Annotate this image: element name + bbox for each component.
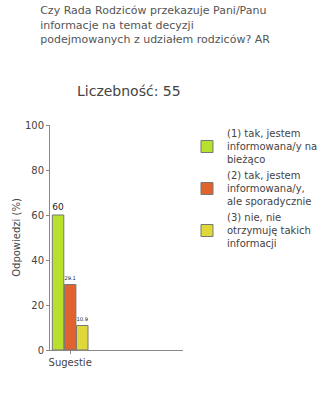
- svg-text:Sugestie: Sugestie: [49, 357, 92, 368]
- svg-text:(2) tak, jesteminformowana/y,a: (2) tak, jesteminformowana/y,ale sporady…: [227, 170, 311, 207]
- svg-text:10.9: 10.9: [77, 316, 88, 322]
- svg-text:(1) tak, jesteminformowana/y n: (1) tak, jesteminformowana/y nabieżąco: [227, 128, 317, 165]
- svg-text:0: 0: [38, 345, 44, 356]
- svg-text:Odpowiedzi (%): Odpowiedzi (%): [11, 198, 22, 277]
- svg-text:Liczebność: 55: Liczebność: 55: [77, 83, 181, 99]
- svg-text:Czy Rada Rodziców przekazuje P: Czy Rada Rodziców przekazuje Pani/Panuin…: [40, 4, 270, 46]
- svg-text:29.1: 29.1: [64, 275, 75, 281]
- svg-text:60: 60: [52, 202, 64, 212]
- svg-text:60: 60: [31, 210, 44, 221]
- svg-text:20: 20: [31, 300, 44, 311]
- svg-text:40: 40: [31, 255, 44, 266]
- svg-text:100: 100: [25, 120, 44, 131]
- svg-text:80: 80: [31, 165, 44, 176]
- svg-text:(3) nie, nieotrzymuję takichin: (3) nie, nieotrzymuję takichinformacji: [227, 212, 311, 249]
